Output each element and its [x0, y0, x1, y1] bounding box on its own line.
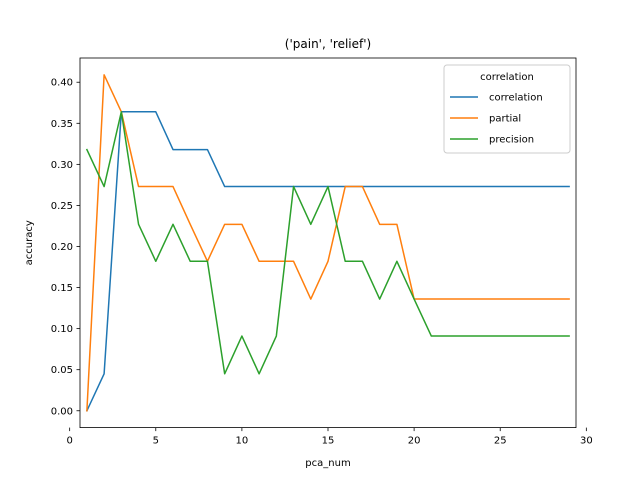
y-tick-label: 0.40: [51, 78, 73, 89]
y-axis: 0.00 0.05 0.10 0.15 0.20 0.25 0.30 0.35 0.40: [51, 78, 80, 417]
x-tick-label: 10: [236, 436, 249, 447]
y-tick-label: 0.25: [51, 201, 73, 212]
y-tick-label: 0.35: [51, 119, 73, 130]
legend: correlation correlation partial precision: [443, 64, 571, 154]
y-axis-label: accuracy: [24, 220, 35, 265]
x-axis-label: pca_num: [305, 458, 350, 469]
y-tick-label: 0.05: [51, 365, 73, 376]
y-tick-label: 0.15: [51, 283, 73, 294]
x-tick-label: 25: [494, 436, 507, 447]
y-tick-label: 0.20: [51, 242, 73, 253]
legend-box: [443, 64, 571, 154]
legend-entries: correlation partial precision: [450, 93, 543, 146]
x-tick-label: 15: [322, 436, 335, 447]
legend-title: correlation: [480, 72, 534, 83]
series-line-partial: [86, 74, 570, 412]
legend-label-correlation: correlation: [489, 93, 543, 104]
y-tick-label: 0.10: [51, 324, 73, 335]
y-tick-label: 0.00: [51, 406, 73, 417]
y-tick-label: 0.30: [51, 160, 73, 171]
legend-label-precision: precision: [489, 135, 534, 146]
x-tick-label: 20: [408, 436, 421, 447]
series-line-precision: [85, 111, 570, 375]
x-tick-label: 5: [153, 436, 159, 447]
x-tick-label: 0: [66, 436, 72, 447]
x-axis: 0 5 10 15 20 25 30: [66, 427, 593, 447]
x-tick-label: 30: [580, 436, 593, 447]
legend-label-partial: partial: [489, 114, 521, 125]
plot-lines: [85, 74, 570, 412]
chart-title: ('pain', 'relief'): [285, 37, 371, 51]
